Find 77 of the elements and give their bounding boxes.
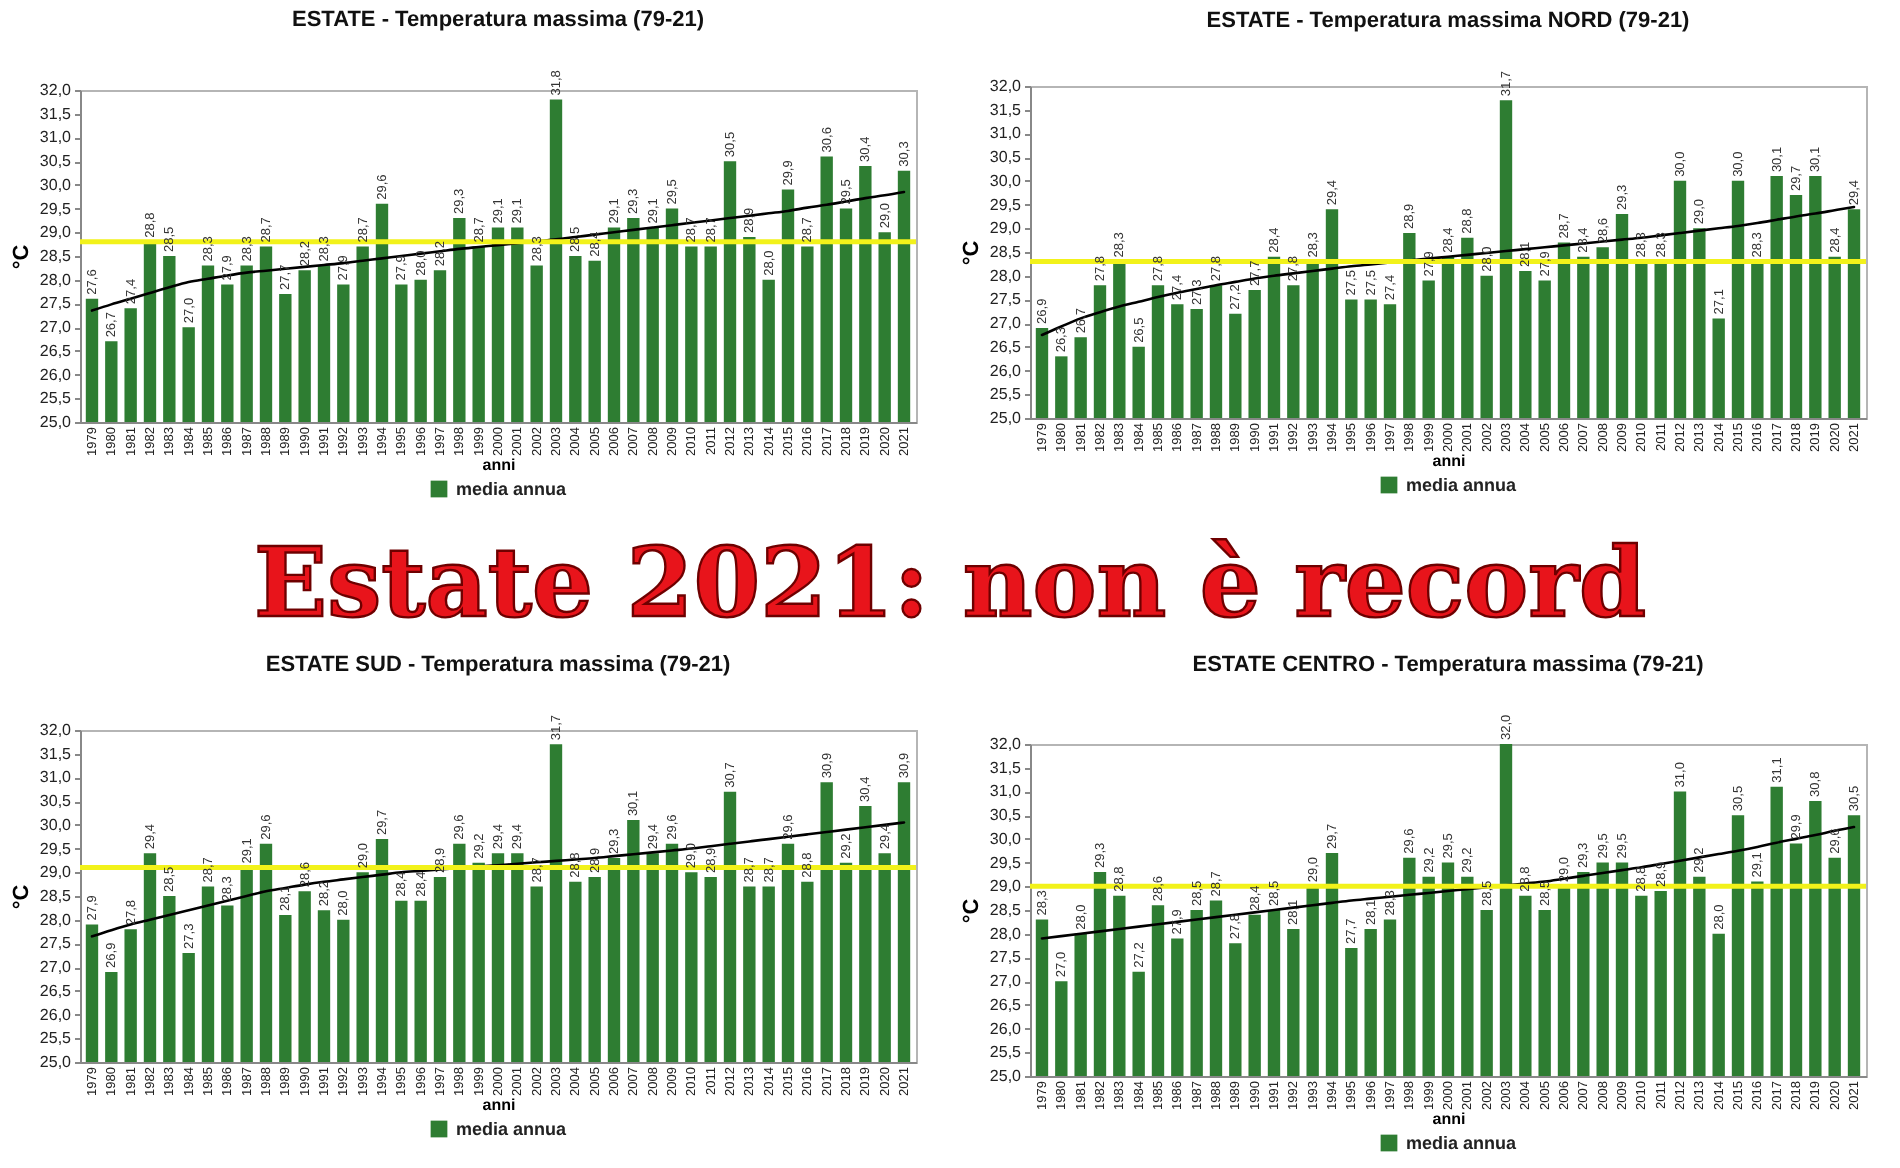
chart-title: ESTATE - Temperatura massima NORD (79-21)	[1206, 8, 1691, 33]
y-tick-label: 25,5	[39, 389, 73, 408]
y-axis-title: °C	[959, 240, 984, 266]
y-tick-label: 31,0	[989, 782, 1023, 801]
y-tick-label: 31,5	[39, 104, 73, 123]
y-tick-label: 25,5	[989, 385, 1023, 404]
y-tick-label: 25,0	[989, 1067, 1023, 1085]
y-tick-label: 30,5	[989, 806, 1023, 825]
y-tick-label: 25,0	[39, 413, 73, 431]
y-axis-title: °C	[9, 244, 34, 270]
y-tick-label: 26,5	[989, 995, 1023, 1014]
y-tick-label: 29,5	[989, 853, 1023, 872]
y-tick-label: 31,5	[39, 744, 73, 763]
legend-label: media annua	[456, 479, 569, 499]
y-tick-label: 30,0	[39, 175, 73, 194]
y-tick-label: 27,0	[39, 318, 73, 337]
y-tick-label: 29,5	[989, 195, 1023, 214]
x-axis-title: anni	[482, 455, 516, 474]
y-tick-label: 25,5	[989, 1043, 1023, 1062]
y-tick-label: 27,0	[989, 314, 1023, 333]
y-tick-label: 30,5	[989, 148, 1023, 167]
y-tick-label: 26,0	[39, 1005, 73, 1024]
y-tick-label: 28,5	[989, 243, 1023, 261]
x-axis-title: anni	[1432, 1109, 1466, 1128]
legend-label: media annua	[1406, 1133, 1519, 1153]
x-axis-title: anni	[1432, 451, 1466, 470]
y-tick-label: 31,5	[989, 100, 1023, 119]
legend-label: media annua	[1406, 475, 1519, 495]
y-tick-label: 32,0	[989, 77, 1023, 95]
y-tick-label: 28,5	[989, 901, 1023, 919]
y-tick-label: 25,0	[39, 1053, 73, 1071]
y-tick-label: 30,5	[39, 152, 73, 171]
y-tick-label: 29,0	[989, 877, 1023, 896]
y-tick-label: 28,0	[989, 924, 1023, 943]
text: Estate 2021: non è record	[253, 528, 1647, 640]
y-tick-label: 25,0	[989, 409, 1023, 427]
y-tick-label: 28,0	[39, 910, 73, 929]
y-tick-label: 26,0	[39, 365, 73, 384]
y-tick-label: 26,5	[39, 341, 73, 360]
y-tick-label: 29,0	[39, 223, 73, 242]
chart-title: ESTATE SUD - Temperatura massima (79-21)	[265, 652, 731, 677]
y-tick-label: 31,0	[989, 124, 1023, 143]
y-tick-label: 31,0	[39, 128, 73, 147]
y-tick-label: 27,5	[989, 948, 1023, 967]
y-tick-label: 28,0	[989, 266, 1023, 285]
y-tick-label: 30,0	[989, 829, 1023, 848]
y-tick-label: 28,5	[39, 247, 73, 265]
y-tick-label: 30,0	[989, 171, 1023, 190]
y-tick-label: 26,5	[989, 337, 1023, 356]
y-tick-label: 30,0	[39, 815, 73, 834]
y-tick-label: 26,0	[989, 361, 1023, 380]
y-tick-label: 27,5	[989, 290, 1023, 309]
y-tick-label: 29,5	[39, 839, 73, 858]
chart-title: ESTATE CENTRO - Temperatura massima (79-21)	[1192, 652, 1705, 677]
y-tick-label: 32,0	[989, 735, 1023, 753]
y-tick-label: 27,0	[989, 972, 1023, 991]
y-tick-label: 27,5	[39, 934, 73, 953]
legend-label: media annua	[456, 1119, 569, 1139]
y-tick-label: 27,0	[39, 958, 73, 977]
chart-title: ESTATE - Temperatura massima (79-21)	[291, 8, 705, 33]
y-axis-title: °C	[959, 898, 984, 924]
y-tick-label: 29,0	[39, 863, 73, 882]
y-tick-label: 30,5	[39, 792, 73, 811]
y-tick-label: 28,0	[39, 270, 73, 289]
y-tick-label: 27,5	[39, 294, 73, 313]
y-tick-label: 31,5	[989, 758, 1023, 777]
y-tick-label: 32,0	[39, 721, 73, 739]
y-tick-label: 31,0	[39, 768, 73, 787]
y-tick-label: 26,0	[989, 1019, 1023, 1038]
y-tick-label: 25,5	[39, 1029, 73, 1048]
y-tick-label: 29,0	[989, 219, 1023, 238]
y-tick-label: 29,5	[39, 199, 73, 218]
y-tick-label: 28,5	[39, 887, 73, 905]
y-tick-label: 26,5	[39, 981, 73, 1000]
y-tick-label: 32,0	[39, 81, 73, 99]
y-axis-title: °C	[9, 884, 34, 910]
x-axis-title: anni	[482, 1095, 516, 1114]
